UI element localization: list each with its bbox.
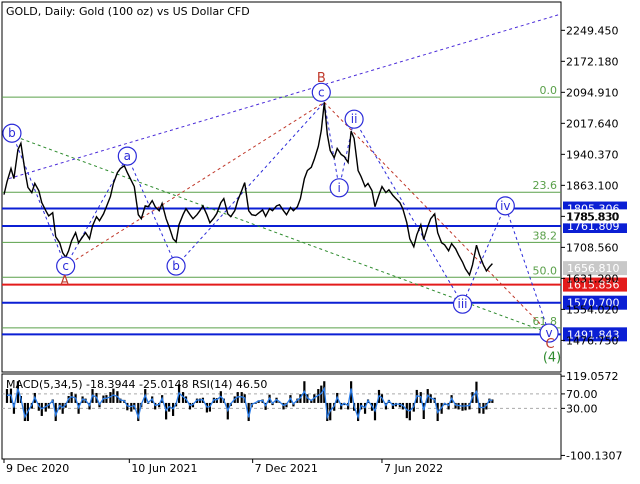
wave-label: b xyxy=(8,126,16,140)
key-level-price-label: 1570.700 xyxy=(567,297,620,310)
wave-label: i xyxy=(338,181,341,195)
wave-label: b xyxy=(172,259,180,273)
fib-level-label: 0.0 xyxy=(540,84,558,97)
rsi-line xyxy=(6,386,493,420)
wave-label-circle xyxy=(166,256,186,276)
key-level-price-box xyxy=(563,277,627,292)
y-axis-tick-label: 1940.370 xyxy=(566,148,619,161)
fib-level-label: 23.6 xyxy=(533,179,558,192)
wave-count-path xyxy=(11,101,550,334)
x-axis-tick-label: 9 Dec 2020 xyxy=(6,462,69,475)
wave-label-circle xyxy=(56,256,76,276)
x-axis-tick-label: 7 Dec 2021 xyxy=(255,462,318,475)
wave-label: a xyxy=(124,149,131,163)
wave-label-circle xyxy=(2,123,22,143)
indicator-y-tick-label: -100.1307 xyxy=(566,449,622,462)
wave-label-circle xyxy=(495,196,515,216)
fib-level-label: 50.0 xyxy=(533,264,558,277)
y-axis-tick-label: 1785.830 xyxy=(566,210,619,223)
wave-label: c xyxy=(62,259,69,273)
trend-lines-layer xyxy=(3,13,562,334)
y-axis-tick-label: 1863.100 xyxy=(566,179,619,192)
price-line-layer xyxy=(3,102,493,277)
y-axis-tick-label: 2249.450 xyxy=(566,24,619,37)
wave-label: A xyxy=(60,274,69,289)
indicator-layer xyxy=(2,381,561,422)
level-lines-layer: 1805.3061761.8091615.8561570.7001491.843… xyxy=(2,201,627,342)
axes-layer: 2249.450 2172.180 2094.910 2017.640 1940.370… xyxy=(3,24,622,475)
indicator-y-tick-label: 70.00 xyxy=(566,388,598,401)
y-axis-tick-label: 1554.020 xyxy=(566,303,619,316)
indicator-title: MACD(5,34,5) -18.3944 -25.0148 RSI(14) 4… xyxy=(6,378,267,391)
price-series-line xyxy=(3,102,493,277)
x-axis-tick-label: 7 Jun 2022 xyxy=(384,462,443,475)
y-axis-tick-label: 1631.290 xyxy=(566,272,619,285)
wave-label-circle xyxy=(452,294,473,314)
wave-label: iv xyxy=(500,199,510,213)
y-axis-tick-label: 1476.750 xyxy=(566,334,619,347)
chart-title: GOLD, Daily: Gold (100 oz) vs US Dollar … xyxy=(6,5,250,18)
key-level-price-box xyxy=(563,295,627,310)
wave-label-circle xyxy=(344,109,364,129)
wave-label: v xyxy=(546,326,553,340)
wave-label: c xyxy=(318,85,325,99)
wave-label: B xyxy=(317,71,326,86)
price-tag-label: 1785.830 xyxy=(567,210,620,223)
lower-trend-line xyxy=(3,131,550,334)
upper-channel-line xyxy=(8,13,562,180)
key-level-price-box xyxy=(563,327,627,342)
fib-level-label: 38.2 xyxy=(533,229,558,242)
y-axis-tick-label: 2094.910 xyxy=(566,86,619,99)
y-axis-tick-label: 2017.640 xyxy=(566,117,619,130)
wave-label: C xyxy=(546,337,555,352)
y-axis-tick-label: 1708.560 xyxy=(566,241,619,254)
y-axis-tick-label: 2172.180 xyxy=(566,55,619,68)
key-level-price-label: 1491.843 xyxy=(567,328,620,341)
wave-label: iii xyxy=(458,297,468,311)
indicator-panel-frame xyxy=(1,373,562,460)
price-tag-box xyxy=(563,261,627,276)
wave-label-circle xyxy=(311,82,331,102)
wave-label: ii xyxy=(351,112,358,126)
wave-label: (4) xyxy=(543,351,561,366)
wave-label-circle xyxy=(117,146,137,166)
indicator-y-tick-label: 30.00 xyxy=(566,402,598,415)
indicator-y-tick-label: 119.0572 xyxy=(566,370,619,383)
price-tag-label: 1656.810 xyxy=(567,262,620,275)
price-panel-frame xyxy=(1,1,562,373)
key-level-price-label: 1615.856 xyxy=(567,279,620,292)
wave-label-circle xyxy=(539,323,559,343)
x-axis-tick-label: 10 Jun 2021 xyxy=(131,462,197,475)
price-tag-box xyxy=(563,209,627,224)
wave-label-circle xyxy=(329,178,349,198)
